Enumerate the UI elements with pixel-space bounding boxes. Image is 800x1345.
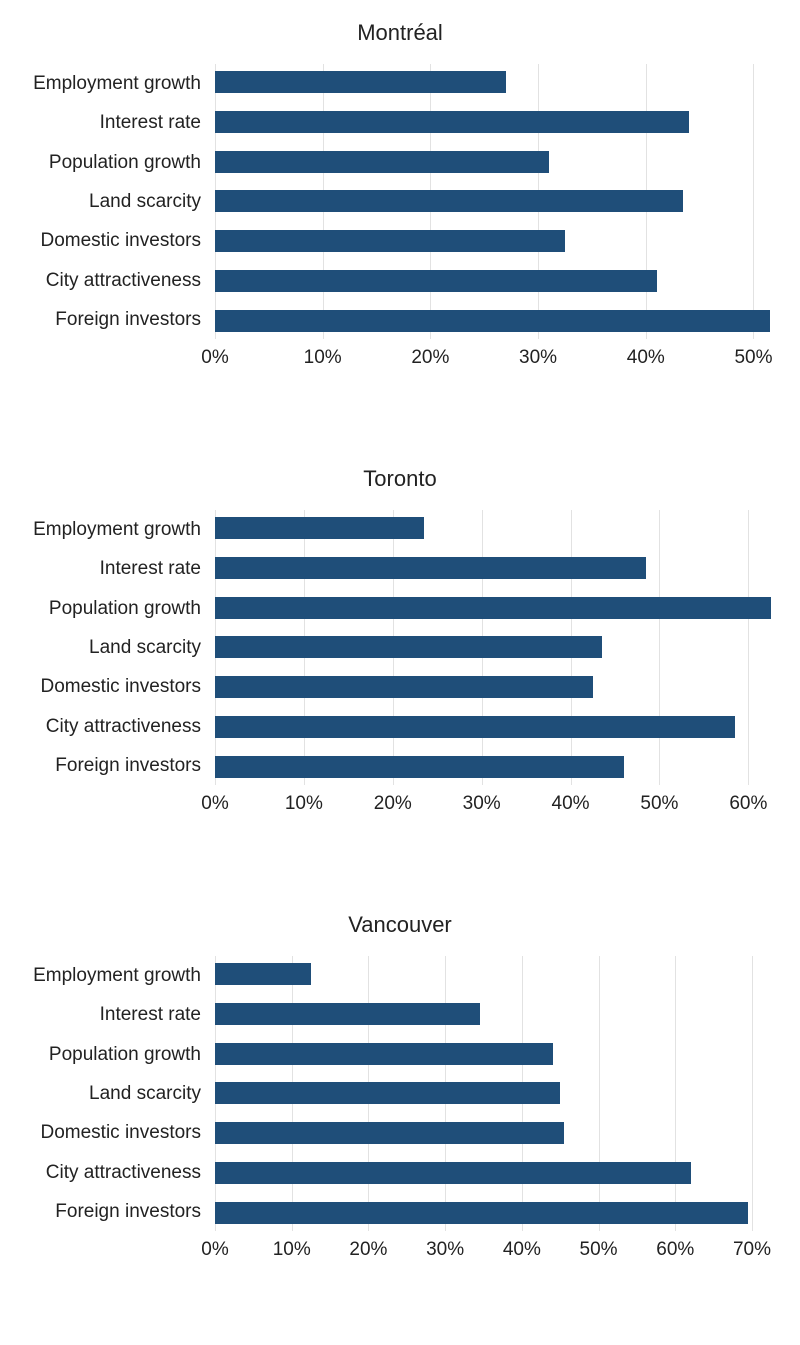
x-tick-label: 40% <box>627 347 665 369</box>
bar <box>215 963 311 985</box>
x-tick-label: 50% <box>580 1239 618 1261</box>
y-axis-label: Domestic investors <box>25 231 215 250</box>
y-axis-label: Employment growth <box>25 966 215 985</box>
chart-panel: Montréal Employment growth Interest rate Po… <box>25 20 775 371</box>
x-axis: 0%10%20%30%40%50%60% <box>215 791 775 817</box>
y-axis-label: Foreign investors <box>25 756 215 775</box>
y-axis-label: City attractiveness <box>25 271 215 290</box>
x-tick-label: 40% <box>503 1239 541 1261</box>
y-axis-label: City attractiveness <box>25 1163 215 1182</box>
bar <box>215 310 770 332</box>
bar <box>215 230 565 252</box>
y-axis-label: Land scarcity <box>25 638 215 657</box>
y-axis-label: Population growth <box>25 153 215 172</box>
x-tick-label: 70% <box>733 1239 771 1261</box>
chart-body: Employment growth Interest rate Population… <box>25 64 775 339</box>
chart-body: Employment growth Interest rate Population… <box>25 956 775 1231</box>
y-axis-label: Employment growth <box>25 74 215 93</box>
y-axis-labels: Employment growth Interest rate Population… <box>25 64 215 339</box>
bar <box>215 517 424 539</box>
bar <box>215 190 683 212</box>
x-tick-label: 20% <box>374 793 412 815</box>
x-axis: 0%10%20%30%40%50%60%70% <box>215 1237 775 1263</box>
bar <box>215 557 646 579</box>
bar <box>215 1003 480 1025</box>
bar <box>215 151 549 173</box>
plot-area <box>215 956 775 1231</box>
bars <box>215 64 775 339</box>
bar <box>215 597 771 619</box>
y-axis-label: City attractiveness <box>25 717 215 736</box>
x-tick-label: 10% <box>273 1239 311 1261</box>
y-axis-label: Employment growth <box>25 520 215 539</box>
bar <box>215 636 602 658</box>
x-tick-label: 0% <box>201 347 228 369</box>
plot-area <box>215 510 775 785</box>
chart-body: Employment growth Interest rate Population… <box>25 510 775 785</box>
x-tick-label: 60% <box>656 1239 694 1261</box>
x-tick-label: 20% <box>411 347 449 369</box>
y-axis-label: Domestic investors <box>25 1123 215 1142</box>
x-tick-label: 0% <box>201 793 228 815</box>
x-tick-label: 60% <box>729 793 767 815</box>
y-axis-label: Interest rate <box>25 1005 215 1024</box>
chart-title: Vancouver <box>25 912 775 938</box>
chart-panel: Vancouver Employment growth Interest rate P… <box>25 912 775 1263</box>
y-axis-label: Land scarcity <box>25 1084 215 1103</box>
x-tick-label: 0% <box>201 1239 228 1261</box>
y-axis-labels: Employment growth Interest rate Population… <box>25 510 215 785</box>
bar <box>215 111 689 133</box>
bar <box>215 1202 748 1224</box>
x-axis: 0%10%20%30%40%50% <box>215 345 775 371</box>
bar <box>215 1043 553 1065</box>
bars <box>215 510 775 785</box>
bar <box>215 716 735 738</box>
chart-panel: Toronto Employment growth Interest rate Pop… <box>25 466 775 817</box>
y-axis-label: Interest rate <box>25 113 215 132</box>
page: Montréal Employment growth Interest rate Po… <box>0 0 800 1303</box>
x-tick-label: 30% <box>463 793 501 815</box>
y-axis-label: Foreign investors <box>25 1202 215 1221</box>
y-axis-label: Domestic investors <box>25 677 215 696</box>
y-axis-label: Land scarcity <box>25 192 215 211</box>
bar <box>215 676 593 698</box>
x-tick-label: 10% <box>304 347 342 369</box>
y-axis-label: Population growth <box>25 1045 215 1064</box>
chart-title: Toronto <box>25 466 775 492</box>
y-axis-label: Foreign investors <box>25 310 215 329</box>
y-axis-label: Interest rate <box>25 559 215 578</box>
bar <box>215 756 624 778</box>
x-tick-label: 40% <box>552 793 590 815</box>
bar <box>215 1122 564 1144</box>
x-tick-label: 30% <box>426 1239 464 1261</box>
x-tick-label: 30% <box>519 347 557 369</box>
bar <box>215 71 506 93</box>
bar <box>215 270 657 292</box>
bar <box>215 1082 560 1104</box>
plot-area <box>215 64 775 339</box>
x-tick-label: 50% <box>734 347 772 369</box>
x-tick-label: 10% <box>285 793 323 815</box>
bars <box>215 956 775 1231</box>
x-tick-label: 20% <box>349 1239 387 1261</box>
x-tick-label: 50% <box>640 793 678 815</box>
y-axis-labels: Employment growth Interest rate Population… <box>25 956 215 1231</box>
y-axis-label: Population growth <box>25 599 215 618</box>
chart-title: Montréal <box>25 20 775 46</box>
bar <box>215 1162 691 1184</box>
